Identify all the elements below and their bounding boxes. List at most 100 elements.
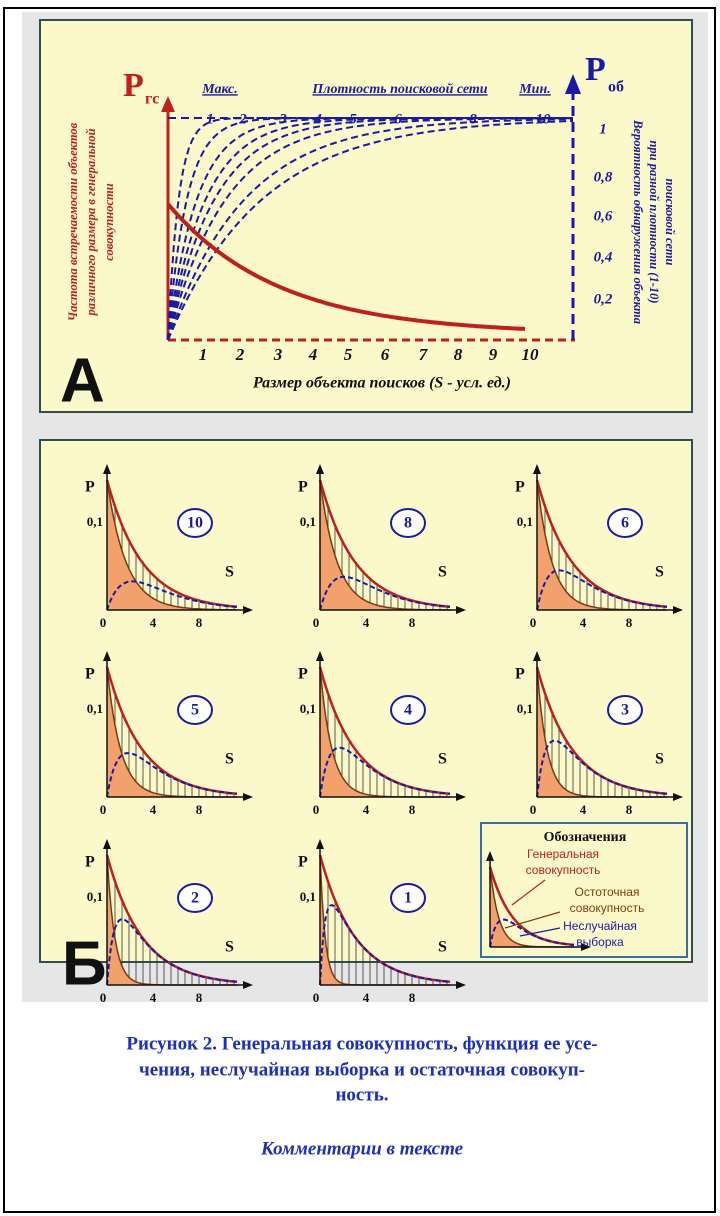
- residual-fill: [537, 667, 667, 797]
- detection-curve: [167, 118, 573, 341]
- right-arrow: [565, 74, 581, 94]
- detection-curve: [167, 120, 573, 341]
- x-label: S: [438, 751, 447, 768]
- badge: [390, 695, 426, 725]
- arrow-y: [533, 464, 541, 474]
- badge-number: 8: [404, 515, 412, 532]
- x-tick: 4: [150, 990, 157, 1005]
- legend-pointer: [519, 927, 561, 937]
- x-tick: 4: [363, 990, 370, 1005]
- badge-number: 2: [191, 890, 199, 907]
- sample-curve: [536, 739, 668, 798]
- left-arrow: [161, 96, 175, 112]
- sample-curve: [319, 575, 451, 611]
- frequency-curve: [166, 202, 526, 331]
- x-tick: 8: [409, 990, 416, 1005]
- x-tick: 4: [363, 802, 370, 817]
- left-axis-title: Частота встречаемости объектов: [66, 122, 80, 321]
- right-axis-title: Вероятность обнаружения объекта: [631, 119, 645, 324]
- residual-fill: [320, 667, 450, 797]
- small-chart: P 0,1 S 0 4 8 2: [85, 839, 253, 1005]
- badge-number: 10: [187, 515, 203, 532]
- residual-fill: [537, 480, 667, 610]
- x-tick: 0: [530, 802, 537, 817]
- arrow-x: [243, 793, 253, 801]
- general-curve: [105, 479, 238, 609]
- arrow-x: [673, 793, 683, 801]
- top-title: Плотность поисковой сети: [311, 82, 487, 97]
- p-left: P: [123, 67, 144, 104]
- letter-b: Б: [62, 929, 107, 998]
- arrow-x: [456, 981, 466, 989]
- legend-item: совокупность: [526, 863, 601, 877]
- legend-item: Неслучайная: [563, 919, 637, 933]
- small-chart: P 0,1 S 0 4 8 5: [85, 651, 253, 817]
- x-tick: 8: [196, 802, 203, 817]
- x-tick: 8: [409, 802, 416, 817]
- top-min: Мин.: [518, 82, 551, 97]
- density-tick: 8: [469, 111, 477, 127]
- x-tick: 4: [150, 802, 157, 817]
- legend-pointer: [511, 879, 546, 906]
- panel-a: [39, 19, 693, 413]
- x-tick: 8: [454, 345, 463, 364]
- density-tick: 4: [313, 111, 322, 127]
- y-label: P: [85, 854, 95, 871]
- residual-fill: [107, 855, 237, 985]
- badge-number: 1: [404, 890, 412, 907]
- x-label: S: [655, 751, 664, 768]
- y-tick: 0,1: [87, 514, 103, 529]
- badge: [177, 695, 213, 725]
- x-label: Размер объекта поисков (S - усл. ед.): [252, 375, 511, 392]
- right-axis-title: поисковой сети: [663, 179, 677, 266]
- density-tick: 2: [238, 111, 247, 127]
- x-tick: 8: [196, 990, 203, 1005]
- x-tick: 8: [409, 615, 416, 630]
- arrow-y: [316, 839, 324, 849]
- small-chart: P 0,1 S 0 4 8 4: [298, 651, 466, 817]
- left-axis-title: различного размера в генеральной: [84, 128, 98, 316]
- arrow-x: [243, 606, 253, 614]
- badge-number: 6: [621, 515, 629, 532]
- sample-curve: [536, 569, 668, 611]
- y-tick: 0,1: [87, 701, 103, 716]
- badge: [390, 883, 426, 913]
- x-label: S: [225, 564, 234, 581]
- x-tick: 4: [308, 345, 318, 364]
- caption-title: Рисунок 2. Генеральная совокупность, фун…: [126, 1033, 597, 1054]
- x-label: S: [655, 564, 664, 581]
- density-tick: 10: [536, 111, 552, 127]
- right-tick: 0,2: [594, 291, 613, 307]
- badge: [607, 508, 643, 538]
- small-chart: P 0,1 S 0 4 8 6: [515, 464, 683, 630]
- arrow-x: [456, 793, 466, 801]
- arrow-y: [103, 651, 111, 661]
- detection-curve: [167, 117, 573, 341]
- legend-title: Обозначения: [544, 830, 627, 845]
- y-label: P: [85, 479, 95, 496]
- y-tick: 0,1: [517, 701, 533, 716]
- arrow-y: [316, 464, 324, 474]
- p-right: P: [585, 51, 606, 88]
- small-chart: P 0,1 S 0 4 8 1: [298, 839, 466, 1005]
- density-tick: 3: [278, 111, 287, 127]
- x-tick: 0: [313, 615, 320, 630]
- arrow-y: [533, 651, 541, 661]
- arrow-y: [103, 464, 111, 474]
- sample-curve: [489, 918, 575, 948]
- legend-item: Остоточная: [575, 885, 640, 899]
- legend-item: выборка: [576, 935, 624, 949]
- caption-comment: Комментарии в тексте: [260, 1138, 464, 1159]
- sample-curve: [106, 752, 238, 798]
- x-tick: 0: [313, 802, 320, 817]
- y-label: P: [515, 666, 525, 683]
- caption-title: ность.: [335, 1084, 388, 1105]
- density-tick: 1: [206, 111, 214, 127]
- small-chart: P 0,1 S 0 4 8 3: [515, 651, 683, 817]
- y-label: P: [298, 666, 308, 683]
- arrow-x: [243, 981, 253, 989]
- x-label: S: [438, 939, 447, 956]
- legend: Обозначения Генеральная совокупность Остото…: [480, 822, 688, 958]
- badge: [607, 695, 643, 725]
